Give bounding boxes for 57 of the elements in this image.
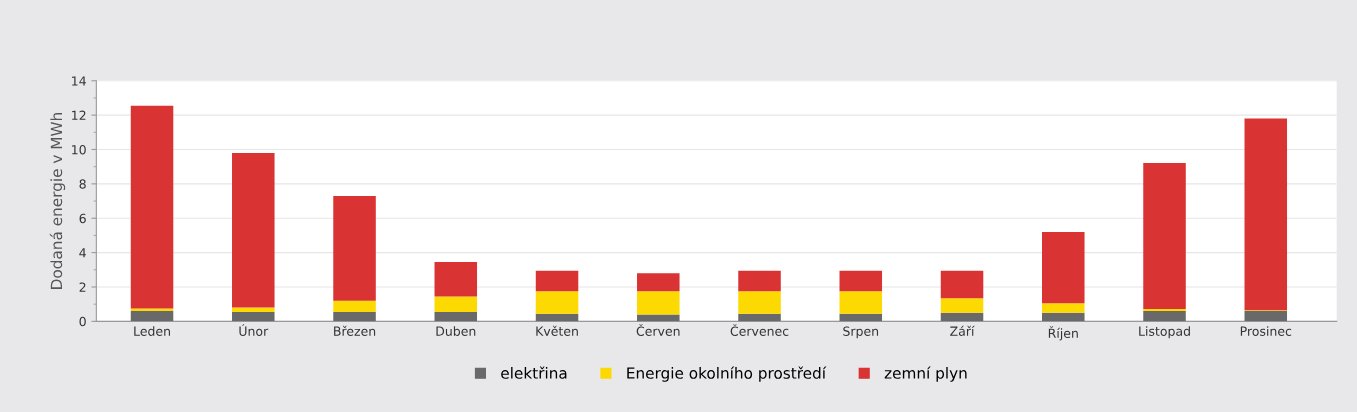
bar <box>1143 308 1186 312</box>
x-tick-label: Červenec <box>730 324 789 336</box>
bar <box>738 291 781 314</box>
y-axis-title: Dodaná energie v MWh <box>49 113 66 289</box>
bar <box>130 105 174 309</box>
x-tick-label: Březen <box>334 325 376 336</box>
x-tick-label: Prosinec <box>1240 326 1292 336</box>
y-tick-label: 2 <box>79 282 86 292</box>
y-tick-label: 12 <box>72 110 86 120</box>
bar <box>637 273 680 292</box>
bar <box>434 296 478 312</box>
legend-label: Energie okolního prostředí <box>627 366 827 382</box>
bar <box>839 270 883 292</box>
bar <box>130 311 174 322</box>
bar <box>1042 231 1085 304</box>
bar <box>940 298 984 313</box>
bar <box>333 195 376 301</box>
y-tick-label: 0 <box>79 316 86 327</box>
bar <box>434 262 478 297</box>
bar <box>333 300 376 312</box>
legend-label: elektřina <box>501 366 567 379</box>
bar <box>1143 311 1186 322</box>
bar <box>535 291 579 314</box>
x-tick-label: Srpen <box>843 326 879 339</box>
y-tick-label: 14 <box>72 76 86 86</box>
bar <box>232 311 275 322</box>
y-tick-label: 10 <box>72 144 86 155</box>
x-tick-label: Leden <box>134 326 170 336</box>
bar <box>1042 312 1085 322</box>
bar <box>1042 303 1085 313</box>
bar <box>333 311 376 322</box>
x-tick-label: Únor <box>239 324 269 336</box>
x-tick-label: Říjen <box>1048 326 1078 341</box>
bar <box>1244 118 1288 311</box>
bar <box>940 312 984 322</box>
bar <box>232 307 275 312</box>
x-tick-label: Květen <box>536 325 578 336</box>
x-tick-label: Listopad <box>1139 326 1190 339</box>
bar <box>130 308 174 312</box>
bar <box>940 270 984 299</box>
x-tick-label: Duben <box>436 326 476 336</box>
y-tick-label: 6 <box>79 213 86 224</box>
bar <box>637 291 680 315</box>
legend-label: zemní plyn <box>884 366 967 382</box>
bar <box>738 270 781 292</box>
bar <box>434 311 478 322</box>
bar <box>738 313 781 322</box>
y-tick-label: 4 <box>79 248 86 258</box>
bar <box>637 314 680 322</box>
bar <box>535 270 579 292</box>
bar <box>232 152 275 308</box>
bar <box>1244 311 1288 322</box>
x-tick-label: Červen <box>636 324 680 336</box>
bar <box>839 291 883 314</box>
x-tick-label: Září <box>950 325 975 336</box>
y-tick-label: 8 <box>79 179 86 189</box>
bar <box>1143 162 1186 309</box>
